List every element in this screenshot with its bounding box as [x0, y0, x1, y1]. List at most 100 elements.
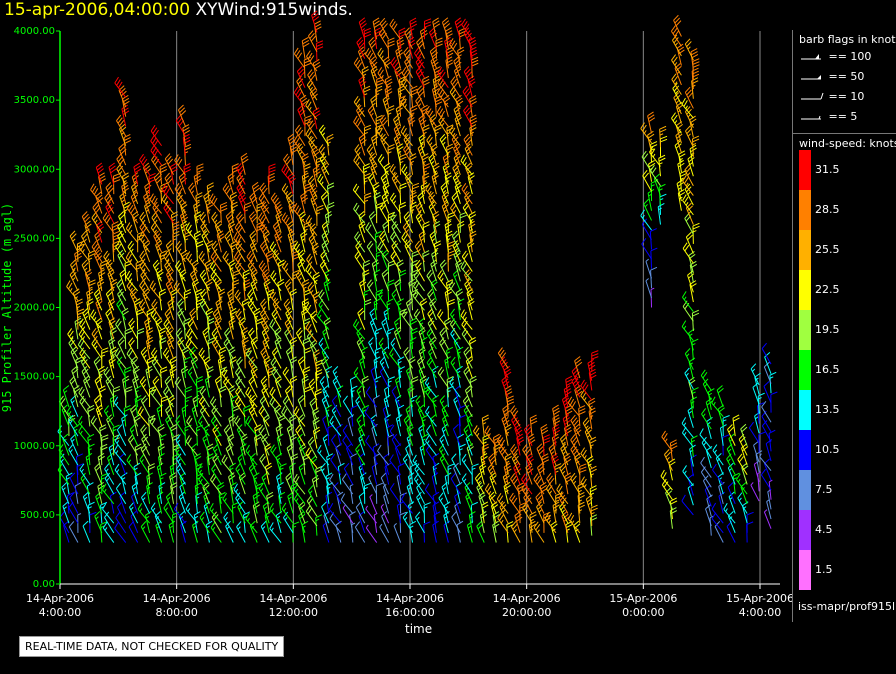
barb-feather [140, 301, 146, 308]
barb-feather [122, 184, 129, 190]
barb-feather [129, 424, 136, 430]
barb-feather [125, 222, 131, 229]
barb-feather [83, 375, 90, 381]
barb-feather [174, 154, 179, 161]
wind-barb [373, 298, 381, 321]
wind-barb [174, 154, 186, 176]
wind-barb [118, 85, 127, 108]
barb-feather [222, 250, 228, 258]
wind-barb [182, 124, 191, 146]
barb-feather [88, 250, 95, 255]
barb-feather [175, 114, 182, 121]
wind-barb [196, 163, 204, 185]
barb-feather [152, 375, 158, 382]
wind-barb [84, 220, 92, 243]
barb-feather [194, 178, 202, 183]
barb-feather [83, 491, 89, 498]
wind-barb [395, 46, 404, 69]
barb-feather [152, 201, 158, 208]
wind-barb [101, 434, 109, 456]
wind-barb [149, 193, 162, 214]
barb-half-feather [327, 141, 331, 144]
barb-feather [172, 434, 180, 438]
barb-half-feather [349, 483, 354, 487]
barb-feather [68, 414, 74, 421]
barb-feather [174, 376, 180, 383]
wind-barb [95, 491, 103, 514]
wind-barb [164, 153, 174, 176]
barb-staff [322, 525, 330, 543]
barb-feather [236, 291, 241, 299]
barb-feather [379, 156, 385, 163]
barb-feather [254, 310, 261, 316]
barb-feather [95, 359, 101, 365]
wind-barb [275, 510, 283, 533]
barb-staff [109, 495, 115, 514]
barb-half-feather [244, 209, 249, 212]
barb-feather [82, 368, 89, 375]
barb-feather [140, 424, 146, 431]
barb-feather [397, 356, 405, 361]
wind-barb [119, 191, 127, 214]
barb-feather [79, 463, 85, 470]
wind-barb [312, 107, 321, 130]
wind-barb [259, 240, 270, 263]
barb-feather [241, 155, 248, 161]
barb-feather [356, 414, 363, 421]
barb-feather [223, 511, 229, 518]
wind-barb [74, 482, 82, 504]
barb-feather [112, 240, 120, 245]
barb-staff [343, 468, 354, 485]
barb-feather [94, 511, 101, 517]
barb-staff [399, 514, 402, 533]
wind-barb [100, 473, 109, 495]
wind-barb [393, 523, 402, 543]
barb-feather [365, 386, 371, 393]
barb-half-feather [251, 364, 255, 368]
barb-feather [340, 493, 346, 500]
wind-barb [104, 463, 115, 485]
wind-barb [353, 115, 366, 137]
barb-feather [88, 279, 96, 284]
barb-feather [118, 143, 125, 149]
barb-half-feather [201, 516, 205, 521]
barb-half-feather [310, 183, 314, 187]
barb-half-feather [321, 381, 325, 385]
barb-feather [154, 129, 159, 137]
barb-feather [122, 110, 130, 116]
barb-staff [105, 187, 115, 205]
barb-half-feather [115, 401, 119, 406]
barb-feather [180, 177, 187, 184]
barb-half-feather [304, 228, 308, 231]
barb-feather [321, 501, 327, 508]
wind-barb [284, 278, 294, 301]
wind-barb [136, 327, 145, 349]
barb-feather [175, 240, 181, 247]
barb-feather [69, 230, 76, 237]
wind-barb [107, 452, 115, 475]
barb-feather [244, 201, 252, 206]
barb-feather [97, 226, 105, 232]
wind-barb [165, 240, 174, 263]
wind-barb [139, 279, 151, 301]
barb-half-feather [196, 428, 201, 432]
barb-feather [161, 193, 167, 200]
barb-feather [136, 311, 144, 316]
barb-feather [117, 501, 123, 508]
barb-half-feather [247, 450, 250, 454]
wind-barb [101, 347, 109, 369]
barb-feather [180, 249, 188, 255]
wind-barb [159, 163, 168, 185]
barb-feather [283, 185, 289, 193]
wind-barb [258, 482, 270, 505]
wind-barb [364, 192, 372, 214]
barb-staff [191, 409, 198, 427]
wind-barb [79, 395, 91, 417]
barb-feather [79, 395, 85, 403]
barb-feather [91, 240, 97, 248]
barb-feather [398, 27, 406, 32]
wind-barb [297, 394, 306, 417]
wind-barb [241, 298, 250, 321]
wind-barb [258, 424, 270, 447]
wind-barb [315, 40, 324, 62]
